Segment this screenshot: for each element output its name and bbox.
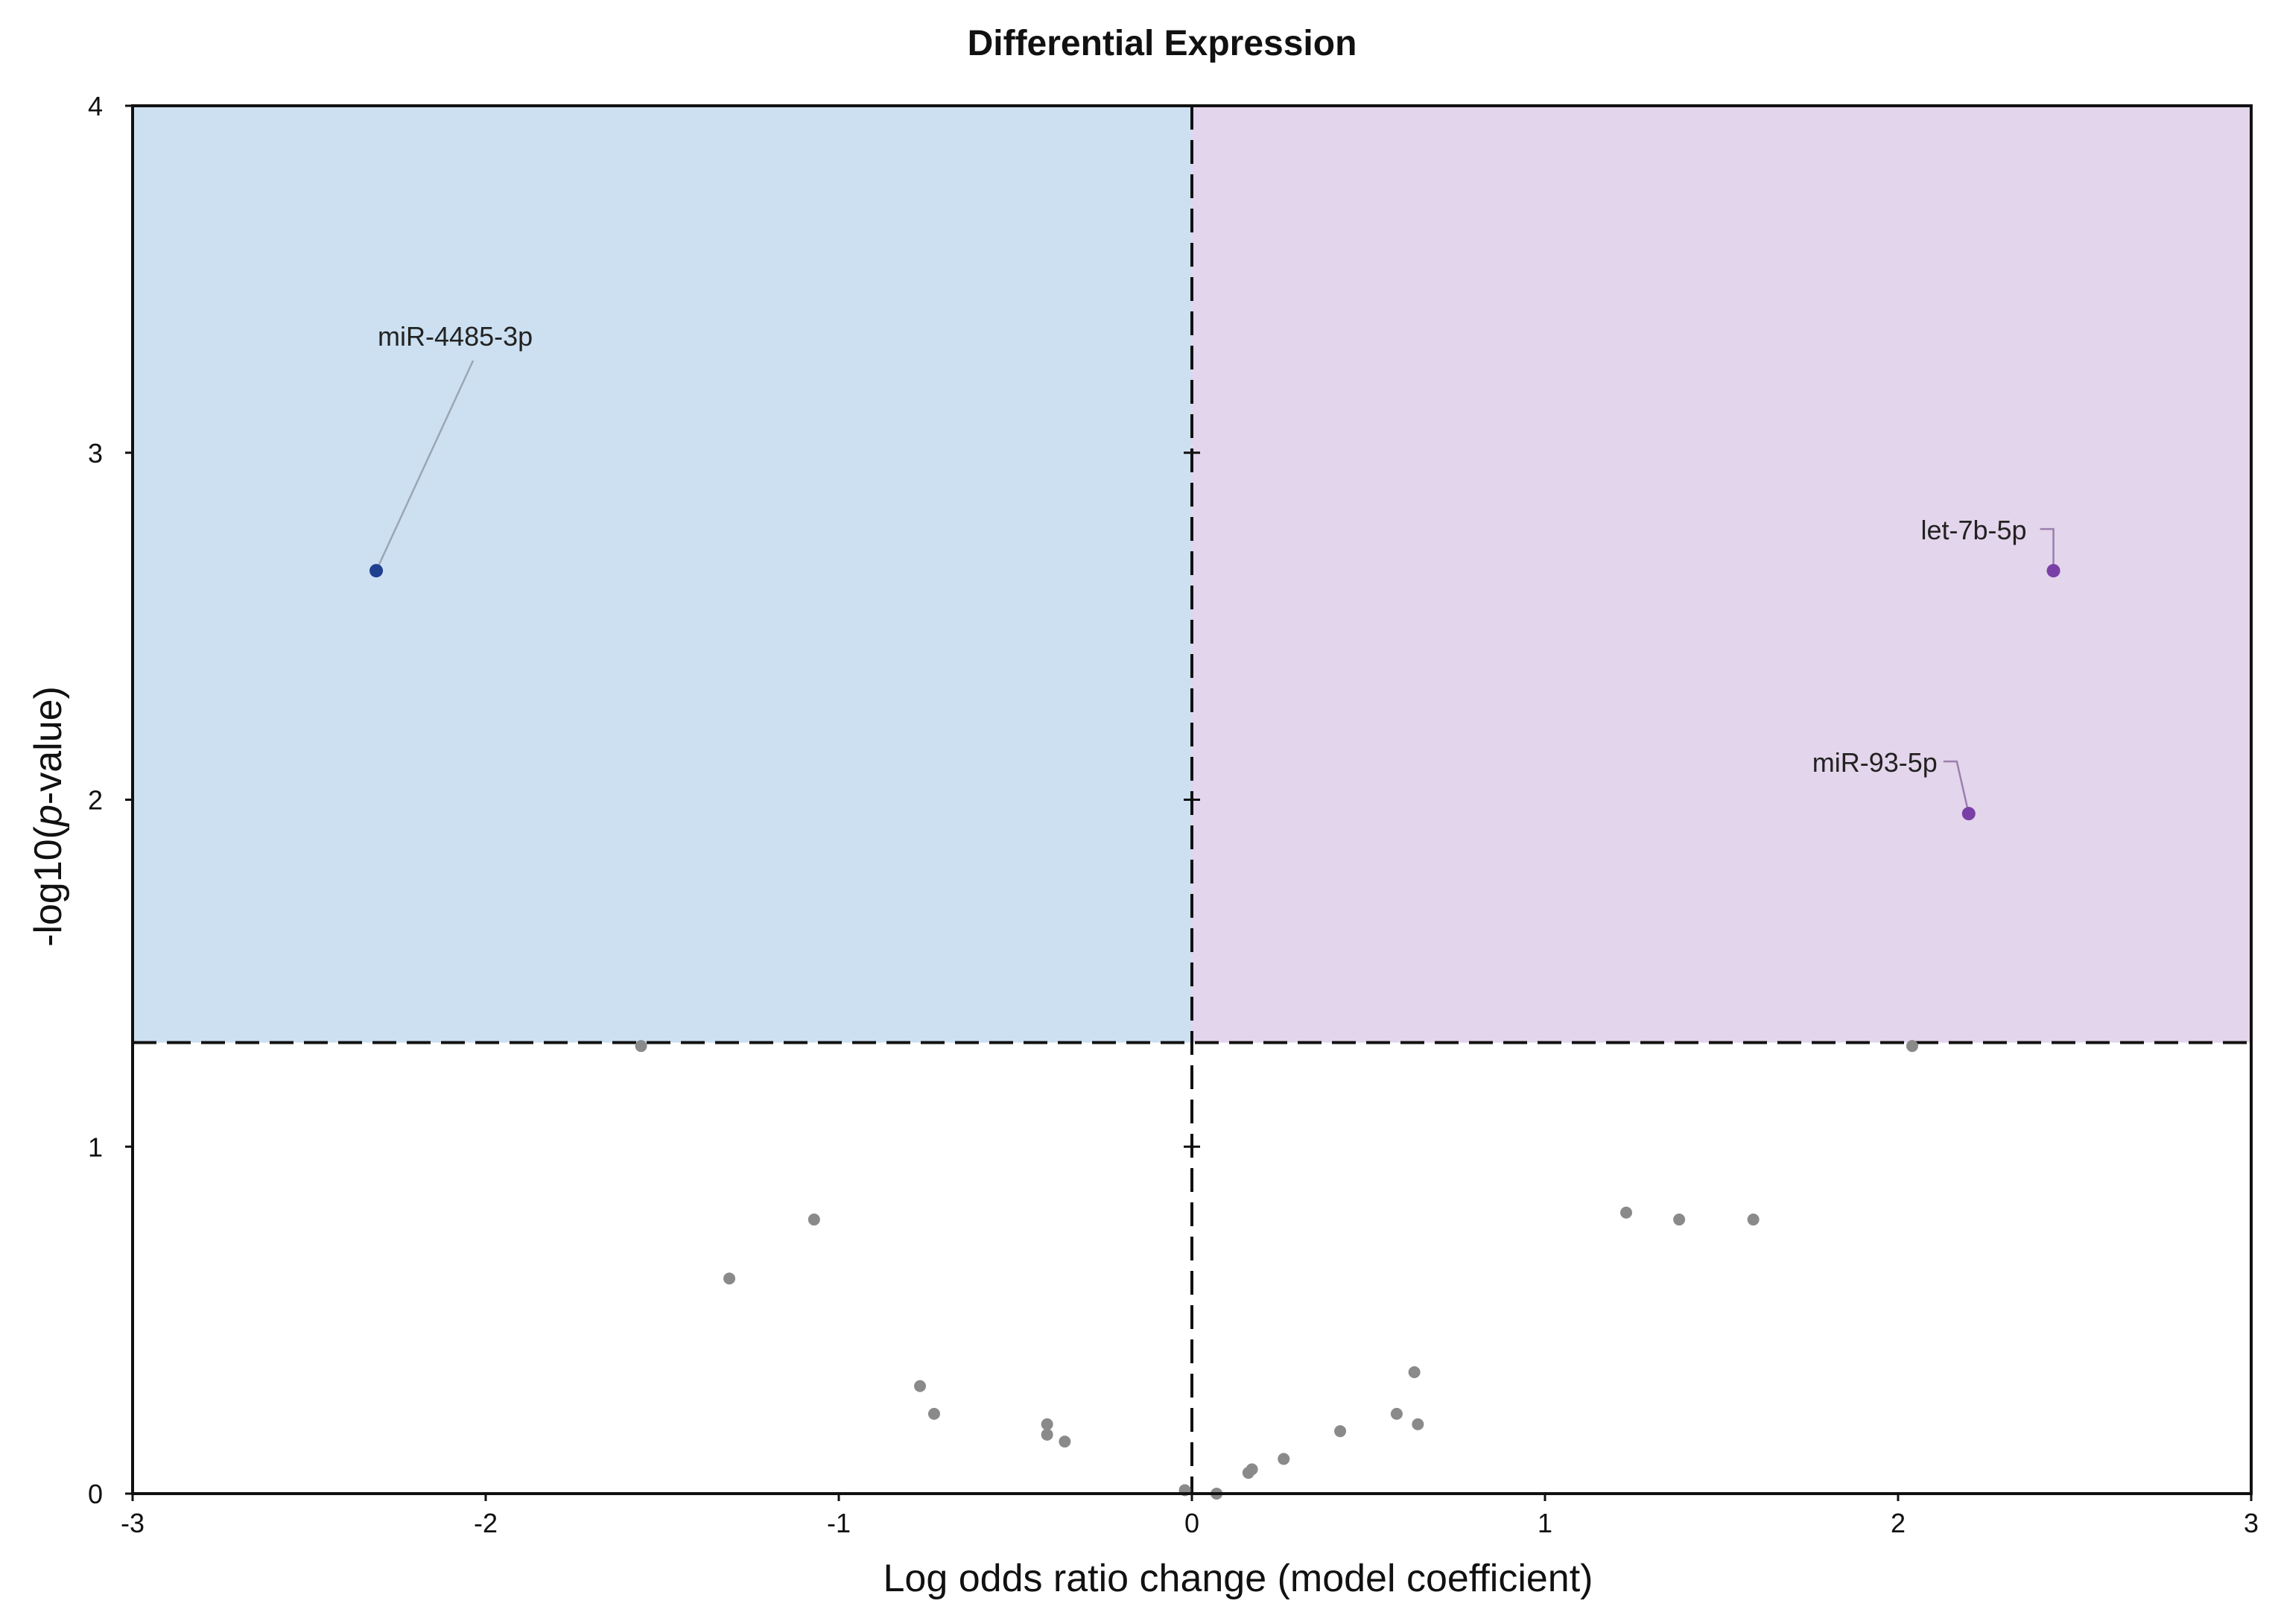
- x-tick-label: 0: [1184, 1508, 1199, 1538]
- significant-point: [369, 564, 384, 578]
- data-point: [1334, 1425, 1347, 1438]
- data-point: [1390, 1407, 1403, 1420]
- y-axis-ticks: 0 1 2 3 4: [88, 91, 133, 1509]
- point-label: miR-93-5p: [1812, 747, 1938, 778]
- significant-point: [1961, 807, 1976, 821]
- y-tick-label: 4: [88, 91, 103, 121]
- data-point: [1906, 1040, 1918, 1053]
- x-tick-label: -1: [827, 1508, 851, 1538]
- point-labels: miR-4485-3p let-7b-5p miR-93-5p: [378, 321, 2027, 778]
- significant-up-region: [1192, 106, 2251, 1043]
- leader-line: [2040, 527, 2055, 571]
- y-tick-label: 0: [88, 1479, 103, 1509]
- x-axis-label: Log odds ratio change (model coefficient…: [883, 1557, 1593, 1600]
- data-point: [635, 1040, 647, 1053]
- data-point: [1059, 1436, 1071, 1448]
- center-axis-ticks: [1184, 451, 1200, 1148]
- data-point: [1747, 1214, 1760, 1226]
- data-point: [914, 1380, 927, 1392]
- leader-line: [1943, 760, 1970, 814]
- y-tick-label: 3: [88, 438, 103, 469]
- significant-down-region: [133, 106, 1192, 1043]
- data-point: [723, 1272, 736, 1285]
- x-tick-label: -2: [474, 1508, 498, 1538]
- data-point: [808, 1214, 820, 1226]
- y-tick-label: 1: [88, 1132, 103, 1162]
- significant-point: [2046, 564, 2060, 578]
- data-point: [1408, 1366, 1421, 1378]
- data-point: [1673, 1214, 1686, 1226]
- data-point: [1412, 1418, 1424, 1430]
- data-points: [369, 564, 2060, 1500]
- x-tick-label: 3: [2244, 1508, 2259, 1538]
- data-point: [927, 1407, 940, 1420]
- y-tick-label: 2: [88, 785, 103, 816]
- x-tick-label: 2: [1891, 1508, 1906, 1538]
- x-axis-ticks: -3 -2 -1 0 1 2 3: [121, 1494, 2259, 1538]
- chart-title: Differential Expression: [968, 24, 1357, 63]
- data-point: [1041, 1428, 1053, 1441]
- y-axis-label: -log10(p-value): [27, 686, 70, 947]
- data-point: [1242, 1467, 1254, 1479]
- x-tick-label: 1: [1538, 1508, 1552, 1538]
- x-tick-label: -3: [121, 1508, 145, 1538]
- data-point: [1278, 1453, 1290, 1465]
- leader-line: [375, 360, 475, 571]
- data-point: [1041, 1418, 1053, 1430]
- point-label: miR-4485-3p: [378, 321, 533, 352]
- data-point: [1620, 1206, 1633, 1219]
- label-leader-lines: [375, 360, 2055, 814]
- point-label: let-7b-5p: [1920, 515, 2026, 545]
